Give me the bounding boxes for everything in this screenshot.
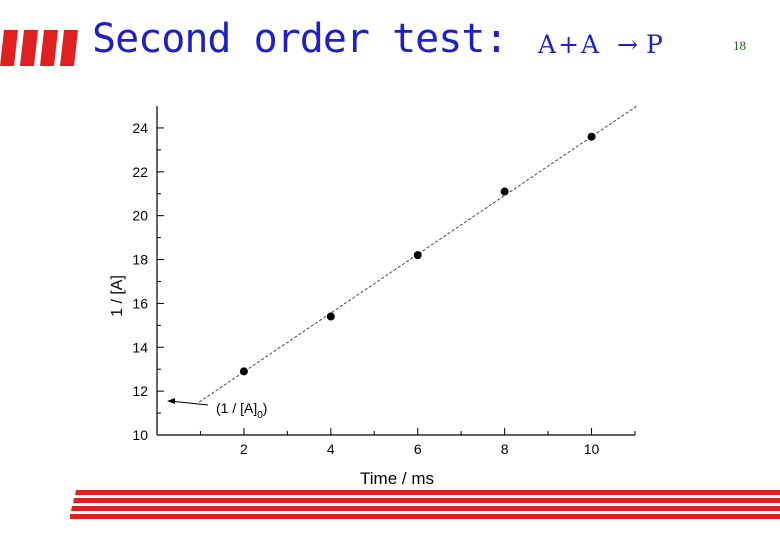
axis-labels: Time / ms 1 / [A] (109, 275, 434, 488)
reactant-a-1: A (538, 30, 559, 59)
y-tick-label: 14 (132, 339, 148, 355)
y-tick-label: 24 (132, 120, 148, 136)
annotation-text: (1 / [A]0) (216, 400, 267, 421)
annotation-arrow (169, 400, 209, 406)
reaction-arrow-icon: → (617, 30, 640, 59)
annotation-suffix: ) (263, 400, 268, 416)
y-ticks: 10 12 14 16 18 20 22 24 (132, 120, 164, 443)
annotation-arrowhead-icon (167, 398, 175, 404)
x-ticks: 2 4 6 8 10 (199, 428, 636, 457)
x-tick-label: 2 (240, 441, 248, 457)
y-tick-label: 16 (132, 295, 148, 311)
data-point (239, 367, 248, 376)
y-tick-label: 20 (132, 208, 148, 224)
reaction-formula: A+A → P (538, 30, 665, 59)
x-tick-label: 8 (501, 441, 509, 457)
x-axis-label: Time / ms (360, 469, 434, 488)
y-tick-label: 10 (132, 427, 148, 443)
slide-title: Second order test: (92, 16, 508, 62)
y-tick-label: 18 (132, 252, 148, 268)
plus-sign: + (558, 30, 582, 59)
reactant-a-2: A (581, 30, 602, 59)
data-points (239, 132, 596, 376)
x-tick-label: 10 (584, 441, 600, 457)
data-point (587, 132, 596, 141)
product-p: P (645, 30, 665, 59)
fit-line (198, 105, 638, 403)
annotation-subscript: 0 (257, 410, 263, 421)
header-stripes-icon (0, 30, 78, 66)
x-tick-label: 6 (414, 441, 422, 457)
y-tick-label: 22 (132, 164, 148, 180)
data-point (500, 187, 509, 196)
plot-axes (156, 106, 635, 436)
y-axis-label: 1 / [A] (109, 275, 126, 317)
x-tick-label: 4 (327, 441, 335, 457)
y-tick-label: 12 (132, 383, 148, 399)
data-point (326, 312, 335, 321)
slide-number: 18 (733, 38, 746, 53)
annotation-main: (1 / [A] (216, 400, 257, 416)
intercept-annotation: (1 / [A]0) (167, 398, 267, 421)
bottom-stripes-icon (70, 490, 780, 519)
data-point (413, 251, 422, 260)
fit-line-segment (198, 105, 638, 403)
